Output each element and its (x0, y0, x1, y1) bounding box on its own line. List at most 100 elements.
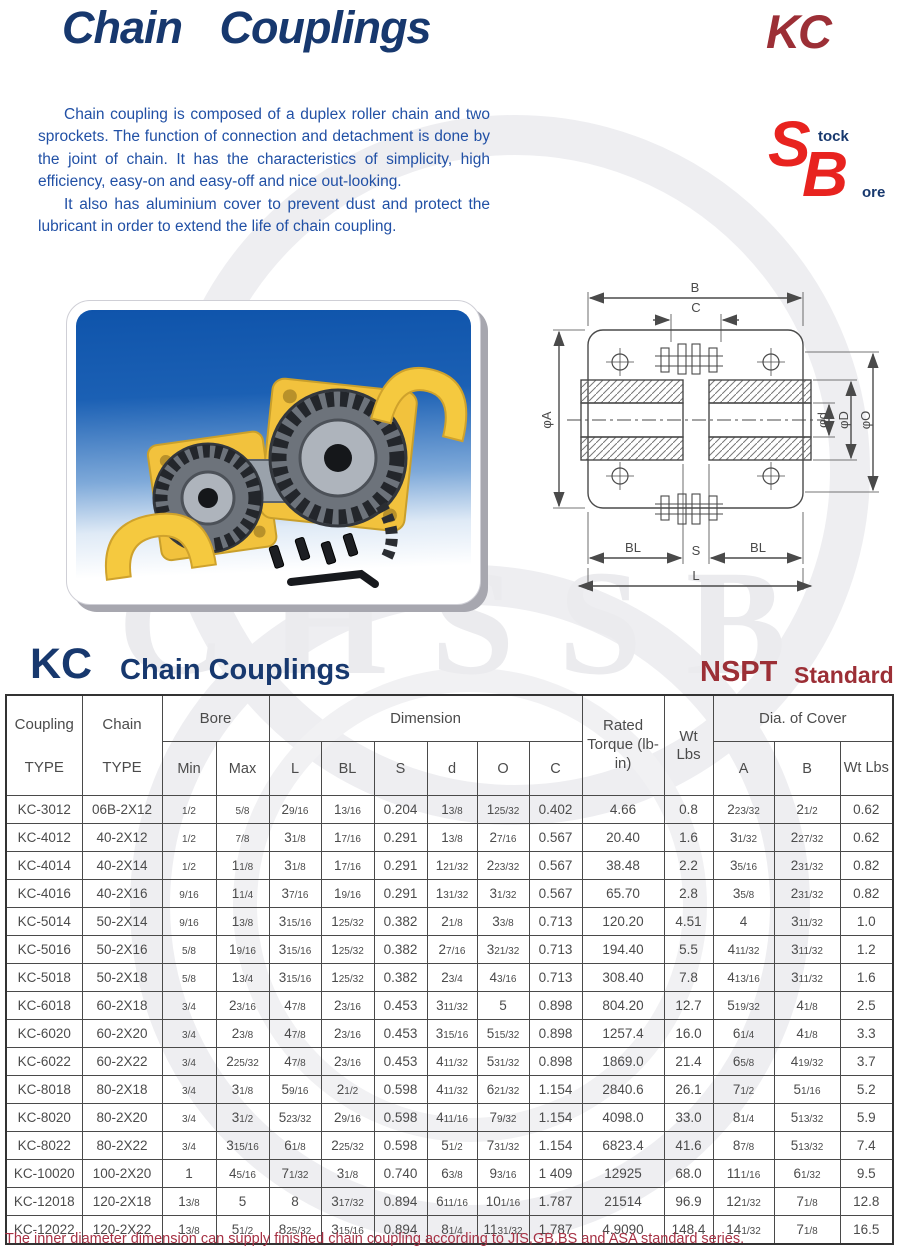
table-cell: 81/4 (426, 1215, 478, 1245)
table-cell: 315/16 (268, 907, 322, 936)
stock-bore-tock: tock (818, 128, 849, 145)
table-cell: 13/4 (215, 963, 270, 992)
group-header-dimension: Dimension (268, 694, 583, 742)
table-cell: 227/32 (773, 823, 841, 852)
col-header-coupling: Coupling (14, 715, 74, 733)
table-cell: KC-6020 (5, 1019, 83, 1048)
table-cell: 0.204 (373, 795, 428, 824)
col-header-o: O (476, 741, 530, 796)
table-cell: 1.154 (528, 1075, 583, 1104)
dim-label-bl-right: BL (750, 540, 766, 555)
table-cell: 27/16 (426, 935, 478, 964)
table-cell: 0.8 (663, 795, 714, 824)
table-cell: 13/8 (426, 795, 478, 824)
table-row: KC-4016 40-2X16 9/16 11/4 37/16 19/16 0.291 131… (5, 879, 894, 908)
table-cell: 0.62 (839, 823, 894, 852)
table-cell: 315/16 (268, 935, 322, 964)
table-cell: 41.6 (663, 1131, 714, 1160)
col-header-l: L (268, 741, 322, 796)
table-cell: 21514 (581, 1187, 665, 1216)
table-cell: 20.40 (581, 823, 665, 852)
table-cell: 3.7 (839, 1047, 894, 1076)
table-row: KC-4014 40-2X14 1/2 11/8 31/8 17/16 0.291 121/3… (5, 851, 894, 880)
table-cell: 225/32 (215, 1047, 270, 1076)
table-cell: 26.1 (663, 1075, 714, 1104)
table-cell: 804.20 (581, 991, 665, 1020)
col-header-wt-lbs: Wt Lbs (663, 694, 714, 796)
col-header-a: A (712, 741, 775, 796)
table-cell: 27/16 (476, 823, 530, 852)
table-cell: 40-2X12 (81, 823, 163, 852)
table-cell: 1.787 (528, 1215, 583, 1245)
table-cell: 515/32 (476, 1019, 530, 1048)
table-cell: 1.787 (528, 1187, 583, 1216)
table-cell: 0.82 (839, 879, 894, 908)
col-header-min: Min (161, 741, 217, 796)
table-cell: 7.8 (663, 963, 714, 992)
table-cell: 47/8 (268, 1019, 322, 1048)
table-cell: 31/8 (320, 1159, 375, 1188)
dim-label-bl-left: BL (625, 540, 641, 555)
table-cell: 125/32 (320, 907, 375, 936)
col-header-s: S (373, 741, 428, 796)
table-cell: 315/16 (426, 1019, 478, 1048)
dim-label-phi-d: φd (815, 412, 830, 428)
table-cell: KC-6022 (5, 1047, 83, 1076)
stock-bore-b: B (802, 138, 849, 210)
table-cell: KC-8020 (5, 1103, 83, 1132)
col-header-chain-type: Chain TYPE (81, 694, 163, 796)
table-cell: 0.898 (528, 991, 583, 1020)
table-cell: 411/32 (426, 1047, 478, 1076)
col-header-coupling-type: Coupling TYPE (5, 694, 83, 796)
table-cell: 411/32 (426, 1075, 478, 1104)
table-cell: 4098.0 (581, 1103, 665, 1132)
dimension-diagram: B C φA φd φD φO BL BL S L (539, 280, 879, 592)
table-cell: 19/16 (320, 879, 375, 908)
table-cell: 13/8 (161, 1187, 217, 1216)
table-cell: 311/32 (426, 991, 478, 1020)
table-cell: 31/8 (268, 851, 322, 880)
table-cell: 0.82 (839, 851, 894, 880)
table-cell: 321/32 (476, 935, 530, 964)
table-cell: 411/16 (426, 1103, 478, 1132)
table-cell: KC-6018 (5, 991, 83, 1020)
table-cell: 0.62 (839, 795, 894, 824)
table-cell: 120-2X18 (81, 1187, 163, 1216)
table-cell: 0.598 (373, 1131, 428, 1160)
table-cell: 315/16 (320, 1215, 375, 1245)
table-cell: 68.0 (663, 1159, 714, 1188)
table-cell: 308.40 (581, 963, 665, 992)
table-cell: 141/32 (712, 1215, 775, 1245)
table-cell: 29/16 (268, 795, 322, 824)
table-cell: 148.4 (663, 1215, 714, 1245)
table-cell: 81/4 (712, 1103, 775, 1132)
table-cell: 12.7 (663, 991, 714, 1020)
table-cell: 223/32 (712, 795, 775, 824)
dim-label-c: C (691, 300, 700, 315)
table-cell: 1.0 (839, 907, 894, 936)
table-cell: 71/32 (268, 1159, 322, 1188)
table-cell: 17/16 (320, 823, 375, 852)
table-row: KC-5016 50-2X16 5/8 19/16 315/16 125/32 0.382 2… (5, 935, 894, 964)
table-cell: 65.70 (581, 879, 665, 908)
table-cell: 1869.0 (581, 1047, 665, 1076)
table-cell: 3.3 (839, 1019, 894, 1048)
table-cell: 1257.4 (581, 1019, 665, 1048)
table-cell: 71/8 (773, 1215, 841, 1245)
table-cell: 1 (161, 1159, 217, 1188)
table-cell: 23/16 (320, 991, 375, 1020)
table-cell: 3/4 (161, 991, 217, 1020)
section-standard-code: NSPT (700, 656, 778, 688)
table-cell: 4.66 (581, 795, 665, 824)
section-standard-label: Standard (794, 662, 894, 688)
stock-bore-ore: ore (862, 184, 886, 201)
table-cell: 13/8 (426, 823, 478, 852)
table-cell: 0.453 (373, 991, 428, 1020)
table-cell: 29/16 (320, 1103, 375, 1132)
table-row: KC-10020 100-2X20 1 45/16 71/32 31/8 0.740 63/8… (5, 1159, 894, 1188)
table-cell: 31/8 (215, 1075, 270, 1104)
table-cell: 3/4 (161, 1047, 217, 1076)
table-cell: KC-4012 (5, 823, 83, 852)
intro-text: Chain coupling is composed of a duplex r… (38, 104, 490, 239)
